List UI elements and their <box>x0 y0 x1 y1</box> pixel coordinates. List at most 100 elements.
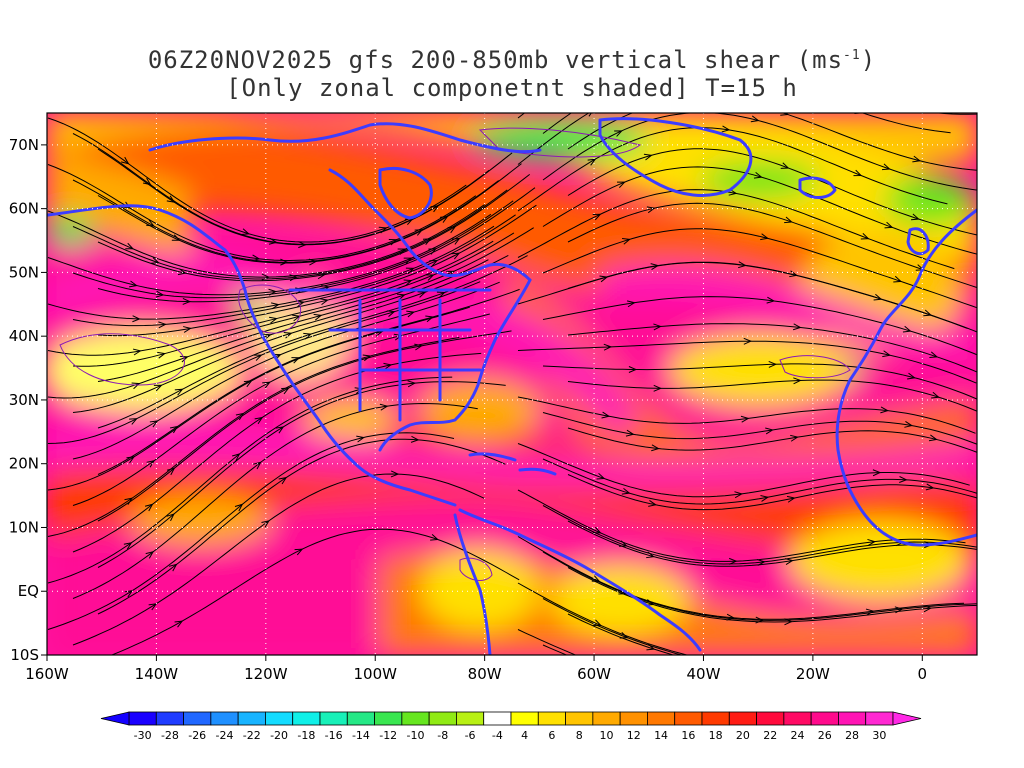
streamline-arrow <box>755 616 764 624</box>
lat-tick-label: 20N <box>9 455 39 473</box>
streamline-arrow <box>174 620 184 628</box>
streamline-arrow <box>436 291 446 299</box>
streamline-arrow <box>622 673 631 681</box>
colorbar-swatch <box>292 711 321 726</box>
map-title-line1: 06Z20NOV2025 gfs 200-850mb vertical shea… <box>147 46 877 74</box>
streamline-arrow <box>792 323 802 331</box>
streamline-arrow <box>928 434 938 442</box>
streamline-arrow <box>853 169 863 177</box>
colorbar-label: 6 <box>548 729 555 742</box>
streamline-arrow <box>727 661 735 668</box>
plot-frame <box>46 112 978 656</box>
streamline-arrow <box>174 388 184 396</box>
streamline-arrow <box>354 387 364 394</box>
streamline-arrow <box>587 158 597 166</box>
streamline-arrow <box>646 206 656 214</box>
colorbar-label: 8 <box>576 729 583 742</box>
streamline-arrow <box>728 557 738 565</box>
streamline-arrow <box>320 298 329 306</box>
streamline <box>517 582 689 655</box>
colorbar-swatch <box>155 711 184 726</box>
lon-tick-label: 40W <box>687 665 721 683</box>
streamline-arrow <box>129 418 138 425</box>
lat-tick-label: 70N <box>9 136 39 154</box>
colorbar-label: -22 <box>243 729 261 742</box>
streamline-arrow <box>241 228 250 235</box>
streamline-arrow <box>922 727 930 735</box>
streamline-arrow <box>451 252 461 260</box>
streamline-arrow <box>907 372 916 380</box>
streamline-arrow <box>407 380 417 388</box>
colorbar-label: 30 <box>872 729 886 742</box>
streamline-arrow <box>743 337 753 345</box>
lon-tick-label: 20W <box>796 665 830 683</box>
colorbar-label: 10 <box>600 729 614 742</box>
streamline-arrow <box>253 354 263 361</box>
streamline-arrow <box>261 520 270 528</box>
streamline-arrow <box>390 470 400 478</box>
colorbar: -30 -28 -26 -24 -22 -20 -18 -16 -14 -12 -10 -8 -6 -4 4… <box>100 711 922 742</box>
streamline-arrow <box>643 153 653 161</box>
streamline-arrow <box>144 503 154 512</box>
streamline-arrow <box>784 618 793 626</box>
streamline-arrow <box>786 495 796 503</box>
streamline-arrow <box>150 257 160 264</box>
streamline-arrow <box>619 540 628 547</box>
streamline-arrow <box>439 215 449 223</box>
streamline-arrow <box>904 420 914 428</box>
streamline-arrow <box>386 310 396 317</box>
streamline-arrow <box>388 238 398 246</box>
streamline-arrow <box>912 155 922 163</box>
streamline-arrow <box>405 267 415 275</box>
streamline-arrow <box>158 321 167 329</box>
streamline-arrow <box>166 467 176 476</box>
lat-tick-label: 50N <box>9 263 39 281</box>
streamline-arrow <box>643 104 651 112</box>
streamline-arrow <box>768 360 778 368</box>
streamline-arrow <box>726 613 736 621</box>
colorbar-swatch <box>565 711 594 726</box>
colorbar-label: -4 <box>492 729 503 742</box>
streamline-arrow <box>125 242 135 250</box>
streamline-arrow <box>251 254 261 262</box>
streamline-arrow <box>298 241 307 249</box>
streamline <box>517 113 526 119</box>
lon-tick-label: 100W <box>354 665 398 683</box>
streamline-arrow <box>751 66 759 73</box>
streamline-arrow <box>766 296 776 304</box>
streamline-arrow <box>171 234 181 241</box>
streamline-arrow <box>585 113 595 117</box>
streamline-arrow <box>383 362 393 370</box>
streamline-arrow <box>738 261 747 269</box>
streamline-arrow <box>356 435 366 443</box>
streamline-arrow <box>447 226 457 234</box>
colorbar-swatch <box>701 711 730 726</box>
streamline-arrow <box>425 274 435 281</box>
streamline-arrow <box>614 82 623 90</box>
streamline-arrow <box>428 248 438 255</box>
streamline-arrow <box>925 483 935 491</box>
colorbar-label: -20 <box>270 729 288 742</box>
streamline-arrow <box>291 357 301 364</box>
streamline-arrow <box>646 551 655 559</box>
colorbar-swatch <box>265 711 294 726</box>
streamline-arrow <box>308 258 318 266</box>
lon-tick-label: 120W <box>244 665 288 683</box>
streamline-arrow <box>760 233 769 241</box>
streamline-arrow <box>142 177 152 186</box>
streamline-arrow <box>619 632 629 639</box>
streamline-arrow <box>783 674 791 681</box>
streamline-arrow <box>146 459 156 468</box>
streamline-arrow <box>625 429 635 437</box>
colorbar-swatch <box>619 711 648 726</box>
streamline-arrow <box>243 380 253 388</box>
colorbar-swatch <box>756 711 785 726</box>
streamline-arrow <box>648 500 657 507</box>
streamline-arrow <box>146 219 155 227</box>
streamline <box>567 202 977 289</box>
colorbar-swatch <box>319 711 348 726</box>
streamline-arrow <box>753 171 763 179</box>
streamline-arrow <box>596 472 606 480</box>
streamline-arrow <box>591 575 601 582</box>
streamline-arrow <box>617 181 626 188</box>
